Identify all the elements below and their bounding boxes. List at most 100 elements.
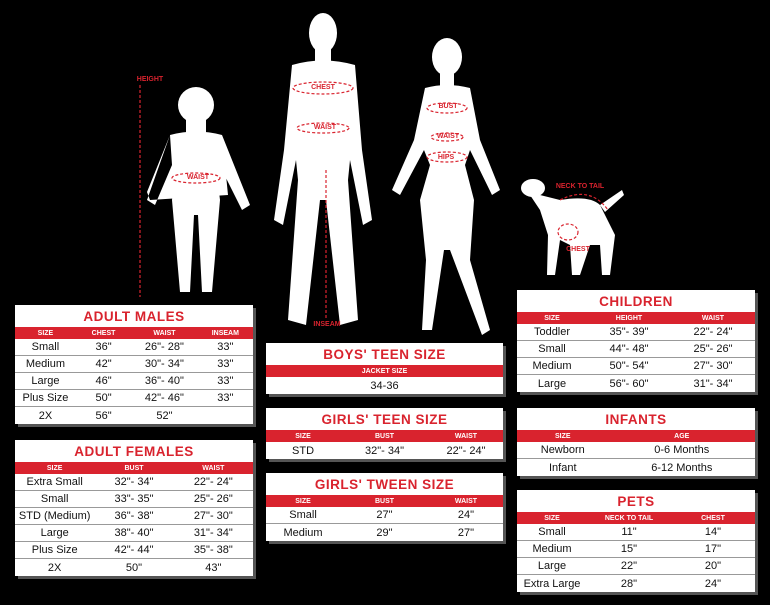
table-row: Small 27" 24" bbox=[266, 507, 503, 524]
table-title: BOYS' TEEN SIZE bbox=[323, 347, 446, 362]
table-cell: 33" bbox=[217, 375, 234, 387]
table-cell: Small bbox=[538, 526, 566, 538]
table-cell: Medium bbox=[25, 358, 65, 370]
table-row: Small 11" 14" bbox=[517, 524, 755, 541]
table-row: Infant 6-12 Months bbox=[517, 459, 755, 476]
table-cell: Small bbox=[40, 493, 69, 505]
figure-label: CHEST bbox=[566, 246, 590, 253]
table-cell: 34-36 bbox=[370, 379, 399, 392]
header-row: SIZE NECK TO TAIL CHEST bbox=[517, 512, 755, 524]
header-cell: SIZE bbox=[46, 464, 63, 472]
size-table: BOYS' TEEN SIZE JACKET SIZE 34-36 bbox=[266, 343, 503, 394]
table-cell: 14" bbox=[704, 526, 722, 538]
table-title: GIRLS' TEEN SIZE bbox=[321, 412, 448, 427]
table-row: 2X 50" 43" bbox=[15, 559, 253, 576]
table-row: Newborn 0-6 Months bbox=[517, 442, 755, 459]
header-row: SIZE CHEST WAIST INSEAM bbox=[15, 327, 253, 339]
table-cell: Medium bbox=[532, 360, 572, 372]
header-cell: BUST bbox=[374, 432, 395, 440]
table-cell: Small bbox=[31, 341, 60, 353]
table-row: Plus Size 50" 42"- 46" 33" bbox=[15, 390, 253, 407]
table-cell: 0-6 Months bbox=[654, 444, 710, 456]
measure-lines bbox=[139, 81, 609, 318]
header-cell: SIZE bbox=[295, 497, 311, 505]
table-cell: 20" bbox=[704, 560, 722, 572]
table-cell: 22"- 24" bbox=[693, 326, 733, 338]
figure-label: WAIST bbox=[314, 124, 337, 131]
header-cell: WAIST bbox=[202, 464, 225, 472]
table-cell: 24" bbox=[457, 509, 475, 521]
table-cell: 42"- 44" bbox=[114, 544, 154, 556]
size-table: GIRLS' TEEN SIZE SIZE BUST WAIST STD 32"- 34"… bbox=[266, 408, 503, 459]
silhouettes bbox=[147, 13, 624, 335]
table-row: Medium 29" 27" bbox=[266, 524, 503, 541]
table-row: Medium 42" 30"- 34" 33" bbox=[15, 356, 253, 373]
table-cell: 28" bbox=[620, 577, 638, 590]
table-cell: Large bbox=[537, 377, 567, 390]
table-row: 34-36 bbox=[266, 377, 503, 394]
table-cell: 35"- 39" bbox=[609, 326, 649, 338]
table-cell: 22"- 24" bbox=[446, 444, 486, 457]
table-cell: 35"- 38" bbox=[193, 544, 233, 556]
header-cell: AGE bbox=[674, 432, 690, 440]
table-cell: 15" bbox=[620, 543, 638, 555]
table-cell: 36"- 40" bbox=[144, 375, 184, 387]
table-cell: 24" bbox=[704, 577, 722, 590]
header-cell: INSEAM bbox=[211, 329, 239, 337]
figure-label: BUST bbox=[438, 103, 458, 110]
table-cell: 32"- 34" bbox=[114, 476, 154, 488]
table-cell: Large bbox=[31, 375, 60, 387]
table-cell: 42" bbox=[95, 358, 112, 370]
table-cell: 11" bbox=[621, 526, 637, 538]
header-cell: CHEST bbox=[91, 329, 116, 337]
header-cell: WAIST bbox=[454, 432, 478, 440]
table-row: Toddler 35"- 39" 22"- 24" bbox=[517, 324, 755, 341]
table-cell: 36"- 38" bbox=[114, 510, 154, 522]
size-table: ADULT FEMALES SIZE BUST WAIST Extra Small 32"… bbox=[15, 440, 253, 576]
table-cell: 33" bbox=[217, 392, 234, 404]
table-row: Extra Large 28" 24" bbox=[517, 575, 755, 592]
header-cell: JACKET SIZE bbox=[361, 367, 408, 375]
table-row: Large 22" 20" bbox=[517, 558, 755, 575]
table-cell: 32"- 34" bbox=[365, 444, 404, 457]
header-cell: WAIST bbox=[701, 314, 725, 322]
header-cell: WAIST bbox=[454, 497, 478, 505]
header-cell: BUST bbox=[374, 497, 395, 505]
table-cell: 29" bbox=[376, 526, 393, 539]
table-cell: Medium bbox=[283, 526, 323, 539]
figure-label: INSEAM bbox=[313, 321, 340, 328]
table-cell: 25"- 26" bbox=[193, 493, 233, 505]
table-row: 2X 56" 52" bbox=[15, 407, 253, 424]
table-body: Small 27" 24" Medium 29" 27" bbox=[266, 507, 503, 541]
table-cell: Large bbox=[537, 560, 567, 572]
size-table: CHILDREN SIZE HEIGHT WAIST Toddler 35"- 39" 22… bbox=[517, 290, 755, 392]
figure-label: WAIST bbox=[437, 133, 460, 140]
table-cell: 33" bbox=[217, 341, 234, 353]
table-body: STD 32"- 34" 22"- 24" bbox=[266, 442, 503, 459]
table-cell: 43" bbox=[205, 561, 222, 574]
figures: HEIGHT WAIST CHEST WAIST INSEAM BUST WAI… bbox=[137, 13, 624, 335]
figure-label: CHEST bbox=[311, 84, 335, 91]
table-title: CHILDREN bbox=[599, 294, 673, 309]
table-cell: 56" bbox=[95, 409, 112, 422]
table-row: Medium 15" 17" bbox=[517, 541, 755, 558]
header-row: SIZE BUST WAIST bbox=[266, 430, 503, 442]
table-cell: 26"- 28" bbox=[144, 341, 184, 353]
size-table: INFANTS SIZE AGE Newborn 0-6 Months Infant 6-1… bbox=[517, 408, 755, 476]
header-cell: SIZE bbox=[544, 514, 560, 522]
table-cell: Medium bbox=[532, 543, 572, 555]
table-cell: 46" bbox=[95, 375, 112, 387]
header-cell: SIZE bbox=[544, 314, 560, 322]
table-title: INFANTS bbox=[605, 412, 667, 427]
table-cell: 36" bbox=[95, 341, 112, 353]
table-row: Medium 50"- 54" 27"- 30" bbox=[517, 358, 755, 375]
table-title: GIRLS' TWEEN SIZE bbox=[314, 477, 455, 492]
table-cell: 27" bbox=[376, 509, 393, 521]
table-cell: Small bbox=[289, 509, 317, 521]
table-cell: 33"- 35" bbox=[114, 493, 154, 505]
table-body: Newborn 0-6 Months Infant 6-12 Months bbox=[517, 442, 755, 476]
table-cell: 56"- 60" bbox=[609, 377, 649, 390]
table-cell: Extra Small bbox=[26, 476, 83, 488]
table-cell: 50" bbox=[125, 561, 143, 574]
